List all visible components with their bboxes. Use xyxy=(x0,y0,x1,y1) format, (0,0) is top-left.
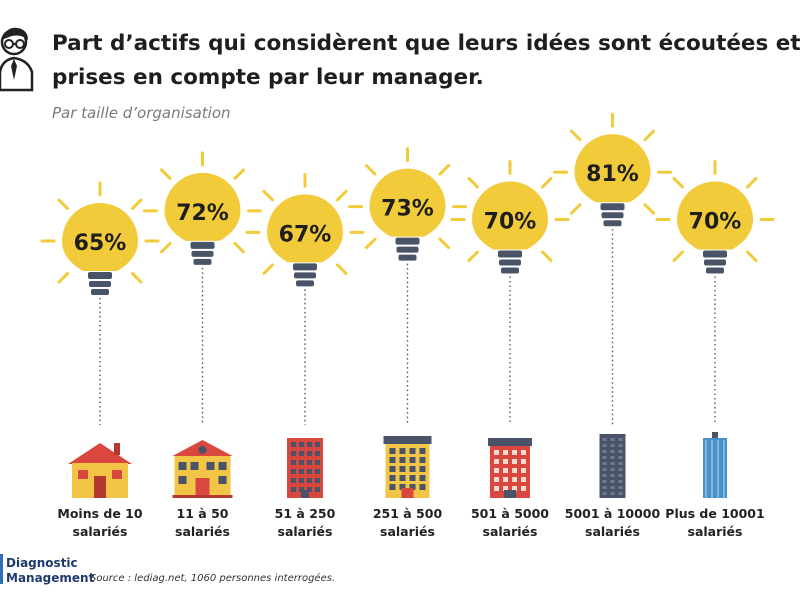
bulb-rays xyxy=(143,151,262,254)
town-hall-icon xyxy=(172,440,233,498)
bulb-socket xyxy=(395,237,420,245)
bulb-socket xyxy=(293,263,317,271)
bulb-mark-1: 65% xyxy=(40,181,160,425)
bulb-glass xyxy=(62,203,138,271)
bulb-mark-7: 70% xyxy=(655,160,775,425)
bulb-glass xyxy=(574,134,651,203)
bulb-socket xyxy=(88,272,112,279)
value-label: 81% xyxy=(586,162,639,187)
bulb-glass xyxy=(267,194,343,263)
value-label: 67% xyxy=(279,222,332,247)
block-building-icon xyxy=(488,438,532,498)
bulb-socket xyxy=(600,203,625,211)
office-building-icon xyxy=(383,436,432,498)
bulb-rays xyxy=(553,112,672,215)
title-line-1: Part d’actifs qui considèrent que leurs … xyxy=(52,31,800,56)
bulb-rays xyxy=(245,172,365,275)
bulb-glass xyxy=(472,181,548,250)
bulb-rays xyxy=(450,160,570,263)
brand-logo: Diagnostic Management xyxy=(6,556,94,586)
source-note: Source : lediag.net, 1060 personnes inte… xyxy=(90,573,336,584)
person-icon xyxy=(0,27,34,92)
category-label-6: 5001 à 10000 salariés xyxy=(564,506,661,539)
bulb-mark-6: 81% xyxy=(553,112,672,425)
category-label-3: 51 à 250 salariés xyxy=(274,506,336,539)
bulb-glass xyxy=(677,181,753,250)
logo-icon xyxy=(0,554,3,584)
bulb-mark-5: 70% xyxy=(450,160,570,425)
bulb-glass xyxy=(164,172,241,241)
bulb-rays xyxy=(348,147,467,250)
bulb-mark-2: 72% xyxy=(143,151,262,425)
bulb-mark-4: 73% xyxy=(348,147,467,425)
value-label: 70% xyxy=(484,210,537,235)
bulb-mark-3: 67% xyxy=(245,172,365,425)
brand-line-2: Management xyxy=(6,571,95,585)
category-label-7: Plus de 10001 salariés xyxy=(665,506,765,539)
bulb-socket xyxy=(190,241,215,249)
value-label: 72% xyxy=(176,201,229,226)
apartment-icon xyxy=(287,438,323,498)
category-label-5: 501 à 5000 salariés xyxy=(470,506,550,539)
bulb-socket xyxy=(498,250,522,258)
tower-icon xyxy=(599,434,626,498)
house-icon xyxy=(68,443,132,498)
bulb-glass xyxy=(369,168,446,237)
subtitle: Par taille d’organisation xyxy=(52,104,231,122)
value-label: 65% xyxy=(74,231,127,256)
bulb-rays xyxy=(655,160,775,263)
category-label-2: 11 à 50 salariés xyxy=(175,506,230,539)
value-label: 70% xyxy=(689,210,742,235)
title-line-2: prises en compte par leur manager. xyxy=(52,65,484,90)
brand-line-1: Diagnostic xyxy=(6,556,78,570)
category-label-1: Moins de 10 salariés xyxy=(57,506,143,539)
skyscraper-icon xyxy=(703,432,727,498)
bulb-socket xyxy=(703,250,727,258)
page-title: Part d’actifs qui considèrent que leurs … xyxy=(52,27,800,95)
category-label-4: 251 à 500 salariés xyxy=(372,506,443,539)
value-label: 73% xyxy=(381,197,434,222)
bulb-rays xyxy=(40,181,160,284)
